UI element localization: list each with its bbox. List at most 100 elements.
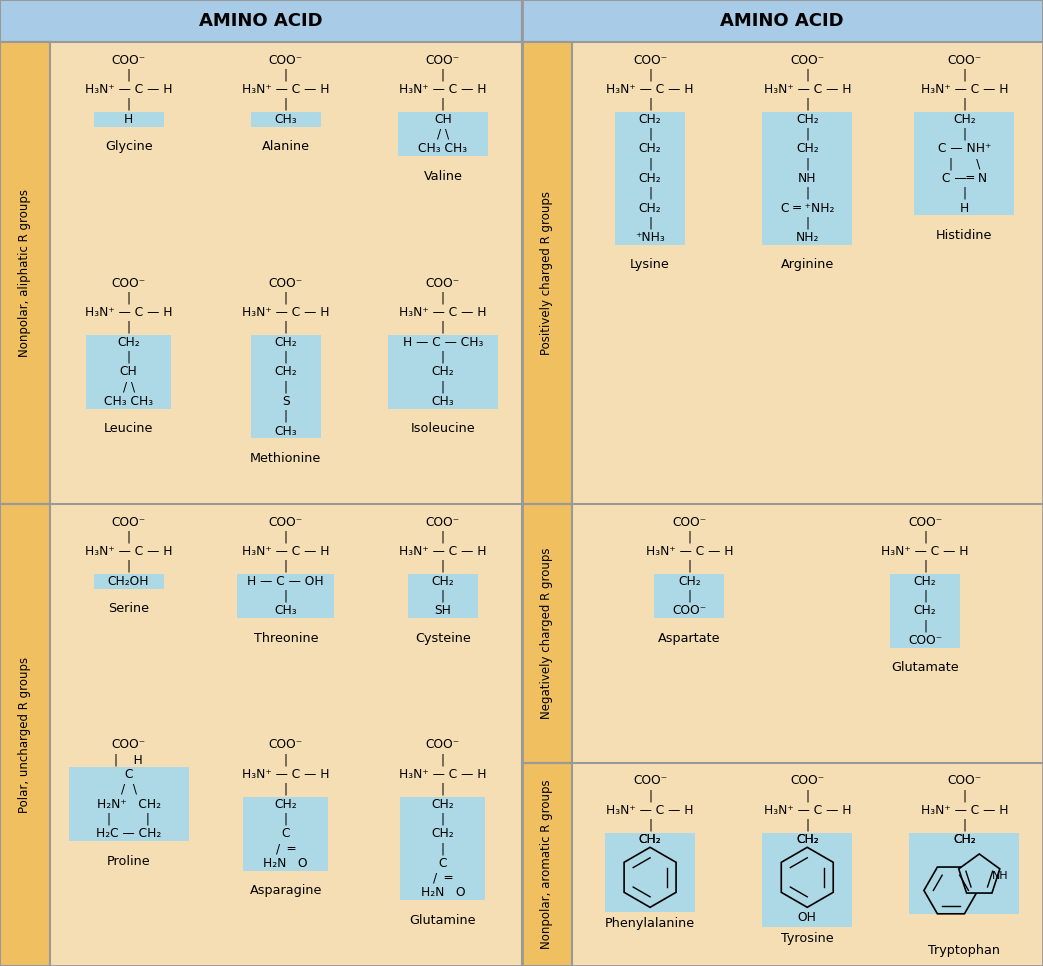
Text: OH: OH	[798, 911, 817, 924]
Bar	[915, 112, 1015, 215]
Text: |: |	[441, 560, 445, 573]
Text: CH₂: CH₂	[638, 834, 661, 846]
Bar	[0, 504, 50, 966]
Text: C ═ ⁺NH₂: C ═ ⁺NH₂	[780, 202, 834, 214]
Text: |: |	[963, 98, 967, 111]
Text: |: |	[284, 589, 288, 603]
Text: Asparagine: Asparagine	[249, 884, 322, 897]
Text: COO⁻: COO⁻	[269, 516, 302, 528]
Text: C: C	[439, 857, 447, 870]
Text: H₃N⁺ — C — H: H₃N⁺ — C — H	[921, 804, 1009, 817]
Text: CH₂: CH₂	[638, 113, 661, 126]
Text: CH₃: CH₃	[274, 113, 297, 126]
Text: Isoleucine: Isoleucine	[411, 422, 476, 436]
Bar	[522, 42, 572, 504]
Text: H₂N   O: H₂N O	[420, 887, 465, 899]
Text: |: |	[441, 842, 445, 855]
Text: Negatively charged R groups: Negatively charged R groups	[540, 548, 553, 719]
Text: |: |	[805, 216, 809, 229]
Bar	[243, 797, 329, 870]
Text: CH₃: CH₃	[274, 605, 297, 617]
Text: |: |	[687, 589, 692, 603]
Text: CH: CH	[120, 365, 138, 379]
Text: / \: / \	[122, 380, 135, 393]
Text: |: |	[648, 789, 652, 802]
Text: |: |	[284, 98, 288, 111]
Bar	[890, 574, 961, 648]
Text: |: |	[963, 128, 967, 140]
Text: /  ═: / ═	[433, 871, 453, 885]
Text: |: |	[963, 818, 967, 832]
Text: H₃N⁺ — C — H: H₃N⁺ — C — H	[646, 545, 733, 558]
Text: SH: SH	[435, 605, 452, 617]
Text: CH₂: CH₂	[432, 798, 455, 810]
Text: H₃N⁺ — C — H: H₃N⁺ — C — H	[763, 804, 851, 817]
Polygon shape	[959, 854, 1000, 893]
Text: C: C	[124, 768, 132, 781]
Text: Phenylalanine: Phenylalanine	[605, 918, 695, 930]
Bar	[0, 42, 50, 504]
Text: COO⁻: COO⁻	[791, 774, 824, 787]
Text: COO⁻: COO⁻	[269, 276, 302, 290]
Bar	[69, 767, 189, 841]
Text: AMINO ACID: AMINO ACID	[199, 12, 322, 30]
Bar	[0, 0, 522, 42]
Text: |: |	[284, 321, 288, 334]
Text: Threonine: Threonine	[253, 632, 318, 644]
Text: COO⁻: COO⁻	[908, 634, 942, 647]
Bar	[522, 763, 572, 966]
Text: H — C — CH₃: H — C — CH₃	[403, 336, 483, 349]
Text: |: |	[963, 69, 967, 81]
Text: Histidine: Histidine	[937, 229, 993, 242]
Text: |         |: | |	[107, 812, 150, 826]
Text: |: |	[284, 292, 288, 304]
Text: C —═ N: C —═ N	[942, 172, 987, 185]
Bar	[408, 574, 478, 618]
Polygon shape	[624, 847, 676, 907]
Text: Valine: Valine	[423, 170, 462, 183]
Text: CH₂: CH₂	[274, 336, 297, 349]
Text: |: |	[284, 753, 288, 766]
Text: |: |	[441, 321, 445, 334]
Text: CH₂: CH₂	[796, 113, 819, 126]
Text: |: |	[648, 157, 652, 170]
Text: |: |	[648, 69, 652, 81]
Text: |: |	[126, 98, 130, 111]
Text: |: |	[126, 560, 130, 573]
Text: Alanine: Alanine	[262, 140, 310, 153]
Text: CH₂: CH₂	[638, 142, 661, 156]
Bar	[398, 112, 488, 156]
Text: |: |	[441, 351, 445, 363]
Text: |: |	[805, 69, 809, 81]
Bar	[605, 833, 695, 912]
Text: Glutamate: Glutamate	[892, 661, 959, 674]
Text: CH₂: CH₂	[953, 834, 976, 846]
Text: H₃N⁺ — C — H: H₃N⁺ — C — H	[242, 83, 330, 96]
Text: |: |	[441, 69, 445, 81]
Text: COO⁻: COO⁻	[426, 53, 460, 67]
Text: |: |	[923, 530, 927, 543]
Text: COO⁻: COO⁻	[426, 516, 460, 528]
Text: / \: / \	[437, 128, 448, 140]
Text: S: S	[282, 395, 290, 408]
Text: /  \: / \	[121, 782, 137, 796]
Text: H₂C — CH₂: H₂C — CH₂	[96, 827, 162, 840]
Text: CH₂: CH₂	[274, 365, 297, 379]
Text: CH₂: CH₂	[953, 834, 976, 846]
Text: C — NH⁺: C — NH⁺	[938, 142, 991, 156]
Text: |: |	[441, 292, 445, 304]
Text: |: |	[805, 818, 809, 832]
Text: Tyrosine: Tyrosine	[781, 932, 833, 946]
Text: |: |	[805, 789, 809, 802]
Bar	[388, 335, 498, 409]
Text: |: |	[126, 351, 130, 363]
Text: COO⁻: COO⁻	[112, 516, 146, 528]
Text: |: |	[284, 69, 288, 81]
Text: |: |	[648, 186, 652, 200]
Bar	[250, 112, 321, 127]
Text: CH₂: CH₂	[953, 113, 976, 126]
Text: Cysteine: Cysteine	[415, 632, 470, 644]
Text: NH: NH	[992, 870, 1009, 881]
Text: CH₂: CH₂	[796, 142, 819, 156]
Text: |: |	[126, 530, 130, 543]
